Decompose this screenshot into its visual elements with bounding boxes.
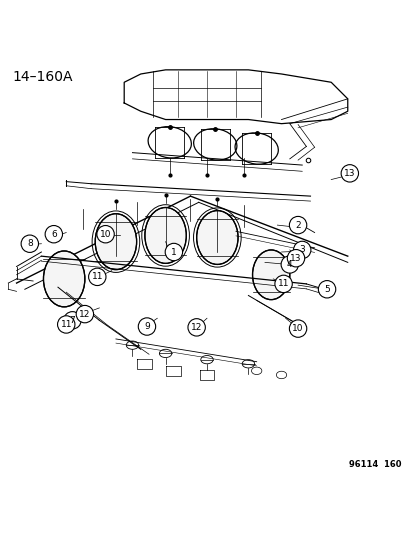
Circle shape (287, 249, 304, 267)
Circle shape (21, 235, 38, 253)
Ellipse shape (95, 214, 136, 270)
Text: 10: 10 (100, 230, 111, 239)
Text: 9: 9 (144, 322, 150, 331)
Text: 14–160A: 14–160A (12, 70, 73, 84)
Text: 13: 13 (343, 169, 355, 178)
Circle shape (188, 319, 205, 336)
Circle shape (97, 225, 114, 243)
Text: 2: 2 (294, 221, 300, 230)
Text: 5: 5 (323, 285, 329, 294)
Circle shape (340, 165, 358, 182)
Circle shape (45, 225, 62, 243)
Text: 10: 10 (292, 324, 303, 333)
Text: 1: 1 (171, 247, 176, 256)
Text: 7: 7 (69, 316, 75, 325)
Text: 12: 12 (190, 323, 202, 332)
Text: 3: 3 (299, 245, 304, 254)
Ellipse shape (196, 211, 237, 264)
Text: 4: 4 (286, 260, 292, 269)
Text: 11: 11 (91, 272, 103, 281)
Circle shape (76, 305, 93, 323)
Text: 6: 6 (51, 230, 57, 239)
Circle shape (64, 312, 81, 329)
Text: 12: 12 (79, 310, 90, 319)
Circle shape (57, 316, 75, 333)
Text: 11: 11 (277, 279, 289, 288)
Text: 96114  160: 96114 160 (348, 459, 401, 469)
Ellipse shape (43, 251, 85, 307)
Text: 8: 8 (27, 239, 33, 248)
Circle shape (289, 320, 306, 337)
Text: 13: 13 (290, 254, 301, 263)
Ellipse shape (252, 250, 289, 300)
Circle shape (289, 216, 306, 234)
Circle shape (318, 280, 335, 298)
Text: 11: 11 (60, 320, 72, 329)
Circle shape (280, 256, 298, 273)
Circle shape (138, 318, 155, 335)
Circle shape (88, 268, 106, 286)
Circle shape (293, 241, 310, 259)
Circle shape (274, 275, 292, 293)
Ellipse shape (145, 207, 186, 263)
Circle shape (165, 244, 182, 261)
